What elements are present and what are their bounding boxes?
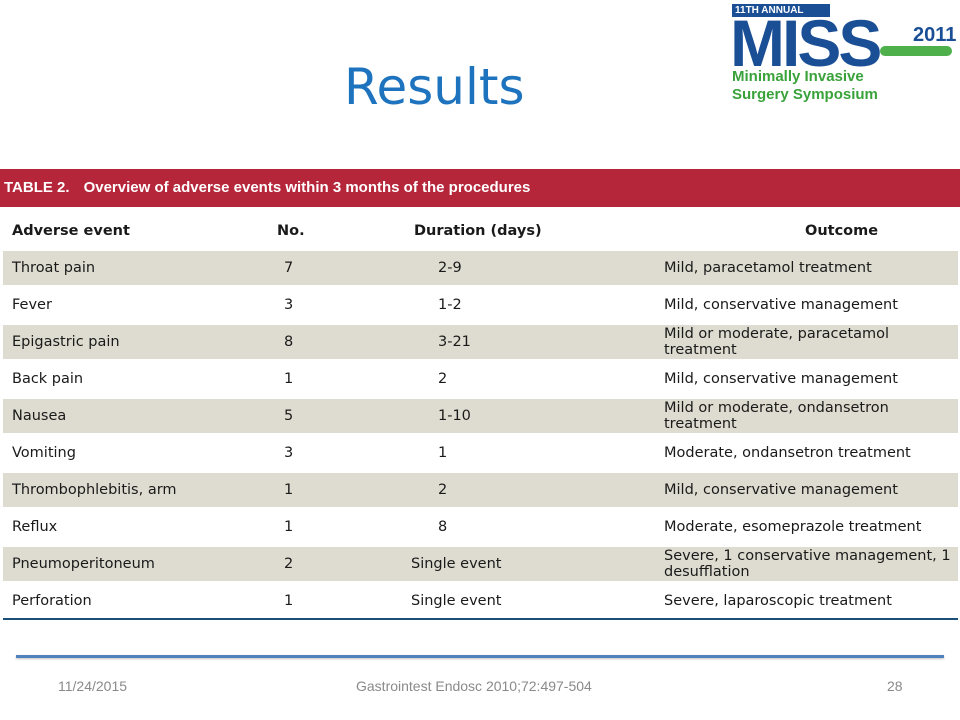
table-row: Vomiting 3 1 Moderate, ondansetron treat… (3, 433, 958, 472)
cell-outcome: Severe, laparoscopic treatment (653, 581, 958, 620)
footer-page-number: 28 (887, 678, 903, 694)
cell-duration: 1-2 (394, 285, 653, 324)
cell-duration: 1-10 (394, 396, 653, 435)
table-caption-text: Overview of adverse events within 3 mont… (83, 179, 531, 196)
cell-outcome: Severe, 1 conservative management, 1 des… (653, 544, 958, 583)
cell-outcome: Mild or moderate, ondansetron treatment (653, 396, 958, 435)
cell-no: 1 (272, 581, 394, 620)
cell-adverse-event: Thrombophlebitis, arm (3, 470, 272, 509)
cell-adverse-event: Vomiting (3, 433, 272, 472)
logo-subtitle-line2: Surgery Symposium (732, 86, 878, 103)
cell-no: 3 (272, 285, 394, 324)
cell-no: 1 (272, 359, 394, 398)
cell-adverse-event: Epigastric pain (3, 322, 272, 361)
cell-adverse-event: Fever (3, 285, 272, 324)
cell-adverse-event: Throat pain (3, 248, 272, 287)
logo-name: MISS (730, 6, 882, 80)
cell-adverse-event: Back pain (3, 359, 272, 398)
table-row: Reflux 1 8 Moderate, esomeprazole treatm… (3, 507, 958, 546)
cell-adverse-event: Reflux (3, 507, 272, 546)
column-header-adverse-event: Adverse event (12, 223, 130, 239)
miss-logo: 11TH ANNUAL MISS 2011 Minimally Invasive… (730, 4, 957, 112)
cell-no: 1 (272, 470, 394, 509)
cell-no: 5 (272, 396, 394, 435)
table-row: Back pain 1 2 Mild, conservative managem… (3, 359, 958, 398)
cell-adverse-event: Nausea (3, 396, 272, 435)
cell-duration: 1 (394, 433, 653, 472)
table-row: Nausea 5 1-10 Mild or moderate, ondanset… (3, 396, 958, 435)
cell-duration: Single event (394, 581, 653, 620)
cell-adverse-event: Perforation (3, 581, 272, 620)
cell-no: 1 (272, 507, 394, 546)
logo-year: 2011 (913, 24, 957, 46)
cell-duration: 8 (394, 507, 653, 546)
cell-duration: 2 (394, 359, 653, 398)
cell-duration: 3-21 (394, 322, 653, 361)
cell-no: 7 (272, 248, 394, 287)
logo-wave-icon (880, 46, 952, 56)
slide-title: Results (344, 58, 525, 116)
table-row: Pneumoperitoneum 2 Single event Severe, … (3, 544, 958, 583)
table-row: Perforation 1 Single event Severe, lapar… (3, 581, 958, 620)
table-caption-number: TABLE 2. (4, 179, 70, 196)
column-header-no: No. (277, 223, 305, 239)
adverse-events-table: Adverse event No. Duration (days) Outcom… (3, 214, 958, 620)
cell-adverse-event: Pneumoperitoneum (3, 544, 272, 583)
table-row: Epigastric pain 8 3-21 Mild or moderate,… (3, 322, 958, 361)
cell-no: 3 (272, 433, 394, 472)
footer-date: 11/24/2015 (58, 678, 128, 694)
table-row: Throat pain 7 2-9 Mild, paracetamol trea… (3, 248, 958, 287)
cell-outcome: Mild, paracetamol treatment (653, 248, 958, 287)
column-header-outcome: Outcome (805, 223, 879, 239)
table-row: Fever 3 1-2 Mild, conservative managemen… (3, 285, 958, 324)
table-row: Thrombophlebitis, arm 1 2 Mild, conserva… (3, 470, 958, 509)
cell-no: 2 (272, 544, 394, 583)
cell-duration: 2 (394, 470, 653, 509)
cell-outcome: Mild, conservative management (653, 285, 958, 324)
cell-outcome: Mild, conservative management (653, 470, 958, 509)
column-header-duration: Duration (days) (414, 223, 542, 239)
cell-outcome: Moderate, esomeprazole treatment (653, 507, 958, 546)
cell-duration: Single event (394, 544, 653, 583)
cell-outcome: Mild or moderate, paracetamol treatment (653, 322, 958, 361)
footer-source: Gastrointest Endosc 2010;72:497-504 (356, 678, 592, 694)
logo-annual-label: 11TH ANNUAL (732, 4, 830, 17)
logo-subtitle-line1: Minimally Invasive (732, 68, 864, 85)
table-header-row: Adverse event No. Duration (days) Outcom… (3, 214, 958, 250)
cell-outcome: Moderate, ondansetron treatment (653, 433, 958, 472)
cell-outcome: Mild, conservative management (653, 359, 958, 398)
table-caption: TABLE 2. Overview of adverse events withi… (0, 169, 960, 207)
cell-no: 8 (272, 322, 394, 361)
footer-divider (16, 655, 944, 658)
cell-duration: 2-9 (394, 248, 653, 287)
